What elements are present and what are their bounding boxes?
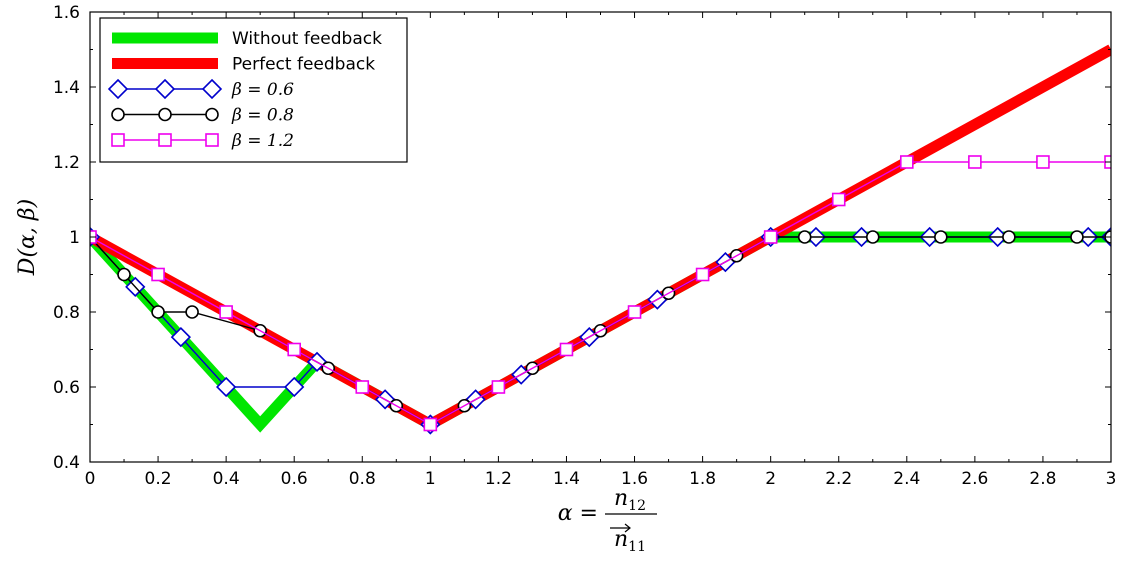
series-1-2	[90, 155, 1111, 432]
x-tick-label: 1.4	[553, 469, 580, 489]
series-0-8-point	[117, 267, 131, 282]
series-0-8-point	[1070, 230, 1084, 244]
legend-item-0-8: β = 0.8	[111, 106, 294, 126]
legend-item-0-8-marker	[205, 107, 219, 122]
x-tick-label: 2.2	[825, 469, 852, 489]
axis-ticks	[89, 11, 1112, 463]
series-1-2-point	[491, 380, 506, 394]
y-tick-label: 1.4	[53, 78, 80, 98]
plot-area	[90, 44, 1111, 435]
x-axis-title-arrowhead	[624, 523, 631, 533]
x-axis-title-numerator: n12	[614, 486, 646, 514]
x-axis-title-denominator: n11	[614, 527, 646, 555]
legend-item-1-2-marker	[158, 133, 172, 147]
series-1-2-point	[763, 230, 778, 244]
legend-item-0-6: β = 0.6	[107, 78, 294, 100]
legend-item-0-6-marker	[201, 78, 223, 100]
series-1-2-point	[219, 305, 233, 319]
legend-item-0-6-marker	[107, 78, 129, 100]
series-0-8-point	[185, 305, 199, 319]
series-1-2-point	[559, 342, 574, 357]
x-tick-label: 1.8	[689, 469, 716, 489]
series-1-2-point	[899, 155, 914, 169]
x-tick-label: 0	[85, 469, 96, 489]
series-1-2-point	[831, 192, 846, 207]
series-1-2-point	[287, 342, 302, 357]
legend-item-perfect-feedback: Perfect feedback	[112, 55, 375, 75]
legend-item-0-8-label: β = 0.8	[231, 106, 294, 126]
x-tick-label: 0.2	[145, 469, 172, 489]
series-1-2-point	[355, 380, 370, 394]
y-tick-label: 1	[69, 228, 80, 248]
legend-item-1-2-marker	[111, 133, 125, 147]
x-tick-label: 2	[765, 469, 776, 489]
series-0-8-point	[934, 230, 948, 244]
legend-item-1-2-marker	[205, 133, 219, 147]
x-tick-label: 0.6	[281, 469, 308, 489]
x-tick-label: 2.8	[1029, 469, 1056, 489]
x-tick-label: 3	[1106, 469, 1117, 489]
legend: Without feedback Perfect feedback β = 0.6 β…	[99, 17, 408, 163]
x-axis-title-lhs: α =	[558, 501, 598, 526]
x-tick-labels: 0 0.2 0.4 0.6 0.8 1 1.2 1.4 1.6 1.8 2 2.2 2.4 2.6 2.8 3	[85, 469, 1117, 489]
series-1-2-point	[151, 267, 165, 282]
series-1-2-point	[423, 417, 438, 432]
x-tick-label: 0.8	[349, 469, 376, 489]
y-tick-label: 1.6	[53, 3, 80, 23]
x-tick-label: 1.6	[621, 469, 648, 489]
series-0-8-point	[151, 305, 165, 319]
legend-item-1-2: β = 1.2	[111, 131, 294, 151]
legend-box	[99, 17, 408, 163]
x-tick-label: 1.2	[485, 469, 512, 489]
series-0-8-point	[865, 230, 880, 244]
legend-item-0-6-label: β = 0.6	[231, 80, 294, 100]
series-0-6-point	[216, 376, 237, 398]
y-tick-labels: 0.4 0.6 0.8 1 1.2 1.4 1.6	[53, 3, 80, 473]
legend-item-0-8-marker	[111, 107, 125, 122]
legend-item-0-8-marker	[158, 107, 172, 122]
series-1-2-line	[90, 161, 1111, 426]
series-1-2-point	[627, 305, 642, 319]
legend-item-0-6-marker	[154, 78, 176, 100]
y-axis-title: D(α, β)	[15, 199, 40, 276]
series-1-2-point	[1036, 155, 1050, 169]
legend-item-perfect-feedback-label: Perfect feedback	[232, 55, 375, 75]
y-tick-label: 1.2	[53, 153, 80, 173]
plot-marks	[90, 44, 1111, 435]
series-1-2-point	[695, 267, 710, 282]
series-0-8-point	[797, 230, 812, 244]
x-tick-label: 2.6	[961, 469, 988, 489]
y-tick-label: 0.8	[53, 303, 80, 323]
legend-items: Without feedback Perfect feedback β = 0.6 β…	[107, 29, 382, 151]
legend-item-without-feedback: Without feedback	[112, 29, 382, 49]
series-0-6-point	[170, 326, 192, 348]
series-0-6-point	[284, 376, 305, 398]
series-1-2-point	[968, 155, 982, 169]
legend-item-1-2-label: β = 1.2	[231, 131, 294, 151]
x-axis-title: α = n12 n11	[558, 486, 657, 555]
series-0-8-point	[1002, 230, 1016, 244]
y-tick-label: 0.4	[53, 453, 80, 473]
legend-item-without-feedback-label: Without feedback	[232, 29, 382, 49]
y-tick-label: 0.6	[53, 378, 80, 398]
x-tick-label: 2.4	[893, 469, 920, 489]
x-tick-label: 0.4	[213, 469, 240, 489]
x-tick-label: 1	[425, 469, 436, 489]
